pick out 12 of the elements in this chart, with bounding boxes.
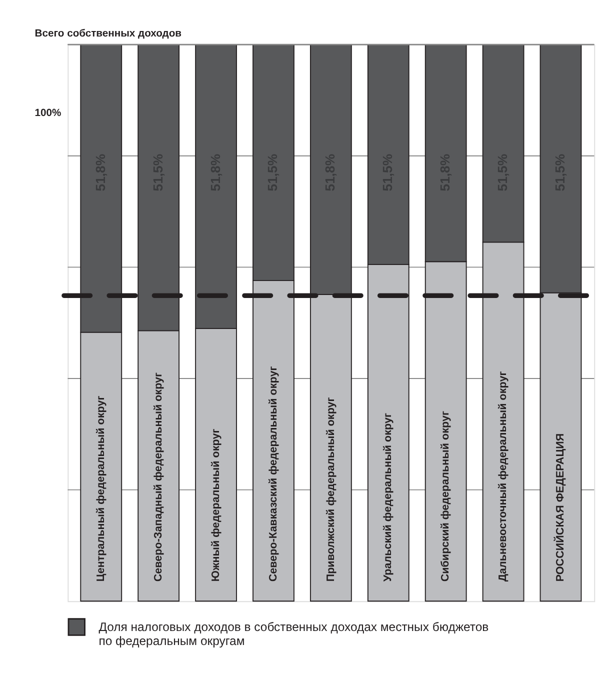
chart-title: Всего собственных доходов [34,28,182,40]
x-tick-label: Дальневосточный федеральный округ [497,370,510,582]
legend-label: Доля налоговых доходов в собственных доходах местных бюджетов по федеральным округам [98,620,489,648]
x-tick-label: Северо-Кавказский федеральный округ [267,366,280,582]
x-tick-label: Приволжский федеральный округ [324,396,337,582]
x-tick-label: РОССИЙСКАЯ ФЕДЕРАЦИЯ [554,433,567,582]
x-tick-label: Уральский федеральный округ [382,412,394,582]
x-tick-label: Северо-Западный федеральный округ [152,372,164,582]
x-tick-label: Сибирский федеральный округ [440,410,452,582]
x-tick-label: Южный федеральный округ [210,428,222,582]
text: 100% [34,108,62,120]
x-tick-label: Центральный федеральный округ [94,395,107,582]
